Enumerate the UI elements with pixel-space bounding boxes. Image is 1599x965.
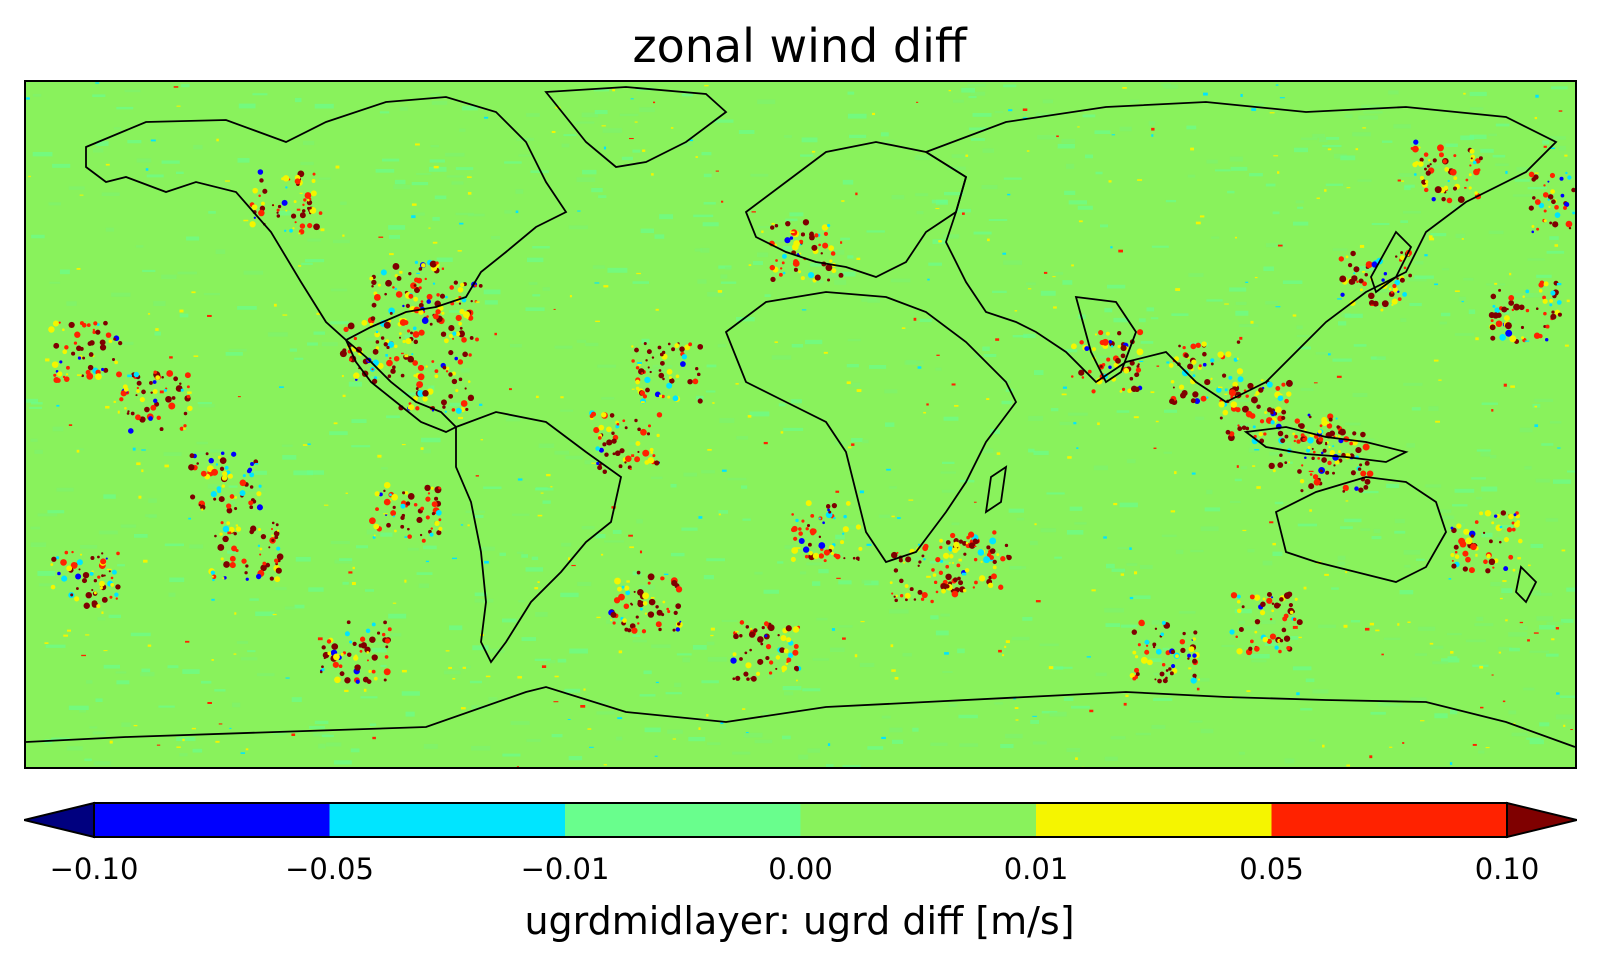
coastline-europe — [744, 141, 968, 278]
coastline-australia — [1274, 476, 1447, 583]
wind-diff-field — [26, 82, 1575, 767]
colorbar-bin — [329, 803, 565, 837]
colorbar-tick-label: 0.00 — [768, 852, 833, 886]
coastline-antarctica — [26, 686, 1575, 748]
colorbar-tick-label: 0.10 — [1474, 852, 1540, 886]
coastline-central-america — [345, 339, 458, 433]
coastline-indonesia — [1243, 426, 1409, 463]
coastlines — [26, 86, 1575, 748]
coastline-madagascar — [984, 465, 1008, 514]
colorbar-frame — [93, 802, 1508, 838]
colorbar-tick-label: −0.10 — [49, 852, 139, 886]
colorbar-bin — [1271, 803, 1507, 837]
colorbar-label: ugrdmidlayer: ugrd diff [m/s] — [524, 899, 1075, 943]
colorbar-tick-label: −0.01 — [520, 852, 610, 886]
colorbar-tick-label: 0.01 — [1003, 852, 1069, 886]
colorbar-bin — [94, 803, 330, 837]
coastline-greenland — [544, 86, 728, 168]
coastline-japan — [1370, 230, 1413, 294]
colorbar-bin — [800, 803, 1036, 837]
coastline-north-america — [85, 96, 568, 342]
map-plot-area — [24, 80, 1577, 769]
colorbar-bin — [565, 803, 801, 837]
colorbar-under-extend — [24, 801, 95, 839]
coastline-india — [1074, 295, 1138, 384]
colorbar-over-extend — [1506, 801, 1577, 839]
world-map — [26, 82, 1575, 767]
chart-title: zonal wind diff — [632, 19, 967, 73]
coastline-new-zealand — [1515, 565, 1538, 604]
colorbar-tick-label: 0.05 — [1239, 852, 1304, 886]
colorbar-tick-label: −0.05 — [285, 852, 374, 886]
colorbar — [24, 801, 1577, 839]
coastline-south-america — [455, 411, 623, 664]
coastline-africa — [724, 291, 1018, 564]
colorbar-bin — [1036, 803, 1272, 837]
coastline-asia — [923, 101, 1558, 404]
